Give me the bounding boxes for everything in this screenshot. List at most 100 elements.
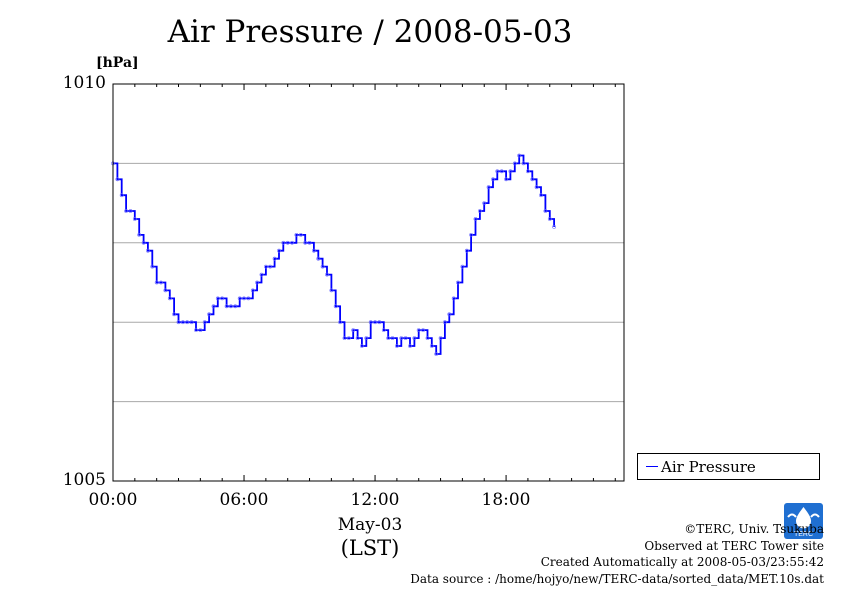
credits-block: ©TERC, Univ. Tsukuba Observed at TERC To…	[410, 521, 824, 587]
data-point	[172, 312, 177, 317]
data-point	[530, 177, 535, 182]
data-point	[141, 240, 146, 245]
data-point	[137, 232, 142, 237]
data-point	[132, 217, 137, 221]
data-point	[491, 177, 495, 182]
x-tick-label-1800: 18:00	[481, 490, 531, 510]
data-point	[552, 224, 557, 229]
data-point	[456, 280, 460, 285]
data-point	[521, 161, 526, 166]
data-point	[517, 153, 522, 158]
data-point	[534, 185, 539, 190]
data-point	[473, 217, 478, 221]
data-point	[290, 240, 295, 245]
data-point	[119, 193, 124, 198]
data-point	[281, 240, 286, 245]
logo-text: TERC	[794, 531, 813, 538]
data-point	[316, 256, 321, 261]
data-point	[189, 320, 194, 325]
data-point	[526, 169, 530, 174]
data-point	[508, 169, 513, 174]
data-point	[154, 280, 159, 285]
data-point	[224, 304, 229, 309]
data-point	[373, 320, 378, 325]
data-point	[539, 193, 543, 198]
data-point	[202, 320, 207, 325]
data-point	[377, 320, 382, 325]
credit-created: Created Automatically at 2008-05-03/23:5…	[540, 555, 824, 569]
data-point	[303, 240, 308, 245]
data-point	[416, 328, 421, 333]
data-point	[359, 344, 364, 348]
data-point	[421, 328, 426, 333]
series-layer	[111, 153, 557, 356]
data-point	[255, 280, 260, 285]
data-point	[242, 296, 246, 301]
data-point	[207, 312, 212, 317]
data-point	[394, 344, 399, 348]
data-point	[298, 232, 303, 237]
data-point	[486, 185, 491, 190]
data-point	[355, 336, 360, 341]
data-point	[547, 217, 552, 221]
data-point	[342, 336, 347, 341]
data-point	[346, 336, 351, 341]
data-point	[320, 264, 325, 269]
data-point	[176, 320, 181, 325]
data-point	[512, 161, 517, 166]
data-point	[482, 201, 487, 206]
data-point	[364, 336, 369, 341]
data-point	[215, 296, 220, 301]
data-point	[233, 304, 238, 309]
legend-label: Air Pressure	[661, 458, 756, 476]
data-point	[386, 336, 391, 341]
credit-observed: Observed at TERC Tower site	[644, 538, 824, 553]
data-point	[451, 296, 456, 301]
data-point	[368, 320, 373, 325]
data-point	[351, 328, 356, 333]
x-tick-label-0000: 00:00	[88, 490, 138, 510]
data-point	[399, 336, 404, 341]
y-axis-unit: [hPa]	[96, 55, 139, 71]
data-point	[381, 328, 386, 333]
data-point	[145, 248, 150, 253]
legend-swatch	[646, 466, 658, 467]
data-point	[185, 320, 190, 325]
data-point	[263, 264, 268, 269]
data-point	[115, 177, 120, 182]
data-point	[469, 232, 474, 237]
data-point	[338, 320, 343, 325]
chart-legend: Air Pressure	[637, 453, 820, 480]
chart-title: Air Pressure / 2008-05-03	[167, 14, 573, 50]
credit-copyright: ©TERC, Univ. Tsukuba	[684, 522, 824, 536]
data-point	[504, 177, 509, 182]
data-point	[412, 336, 417, 341]
data-point	[329, 288, 334, 293]
data-point	[543, 209, 548, 213]
plot-frame	[112, 83, 625, 482]
data-point	[246, 296, 251, 301]
y-tick-label-min: 1005	[62, 470, 106, 490]
data-point	[307, 240, 312, 245]
data-point	[442, 320, 447, 325]
data-point	[237, 296, 242, 301]
x-tick-label-0600: 06:00	[219, 490, 269, 510]
data-point	[425, 336, 430, 341]
credit-source: Data source : /home/hojyo/new/TERC-data/…	[410, 571, 824, 586]
data-point	[333, 304, 338, 309]
data-point	[180, 320, 185, 325]
data-point	[159, 280, 163, 285]
data-point	[198, 328, 203, 333]
data-point	[403, 336, 408, 341]
grid-lines	[113, 162, 624, 403]
data-point	[128, 209, 133, 213]
data-point	[390, 336, 395, 341]
data-point	[194, 328, 198, 333]
data-point	[285, 240, 290, 245]
data-point	[499, 169, 504, 174]
data-point	[167, 296, 172, 301]
data-point	[447, 312, 452, 317]
data-point	[268, 264, 273, 269]
axis-ticks	[112, 84, 616, 481]
